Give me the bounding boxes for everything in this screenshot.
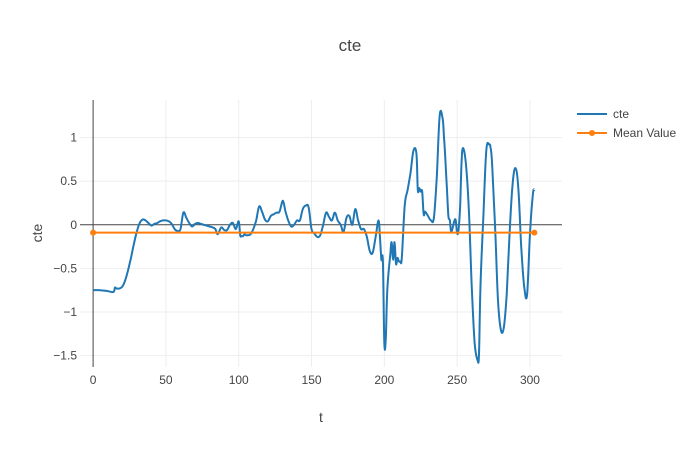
cte-series-line (93, 109, 536, 364)
y-axis-label: cte (29, 223, 45, 242)
y-tick-label: 1 (70, 131, 77, 145)
legend-mean-marker (589, 130, 595, 136)
mean-value-marker (531, 229, 538, 236)
y-tick-labels: −1.5 −1 −0.5 0 0.5 1 (53, 131, 77, 363)
x-axis-label: t (319, 409, 323, 425)
y-tick-label: 0 (70, 218, 77, 232)
x-tick-labels: 0 50 100 150 200 250 300 (90, 373, 541, 387)
x-tick-label: 50 (159, 373, 173, 387)
legend-cte-label: cte (613, 107, 629, 121)
legend-mean-label: Mean Value (613, 126, 676, 140)
series-layer (90, 109, 538, 364)
mean-value-marker (90, 229, 97, 236)
x-tick-label: 150 (302, 373, 322, 387)
x-tick-label: 0 (90, 373, 97, 387)
y-tick-label: −0.5 (53, 261, 77, 275)
y-tick-label: −1 (63, 305, 77, 319)
x-tick-label: 200 (374, 373, 394, 387)
chart-title: cte (339, 36, 362, 55)
y-tick-label: −1.5 (53, 349, 77, 363)
x-tick-label: 100 (229, 373, 249, 387)
legend: cte Mean Value (577, 107, 676, 140)
y-tick-label: 0.5 (60, 174, 77, 188)
x-tick-label: 250 (447, 373, 467, 387)
x-tick-label: 300 (520, 373, 540, 387)
